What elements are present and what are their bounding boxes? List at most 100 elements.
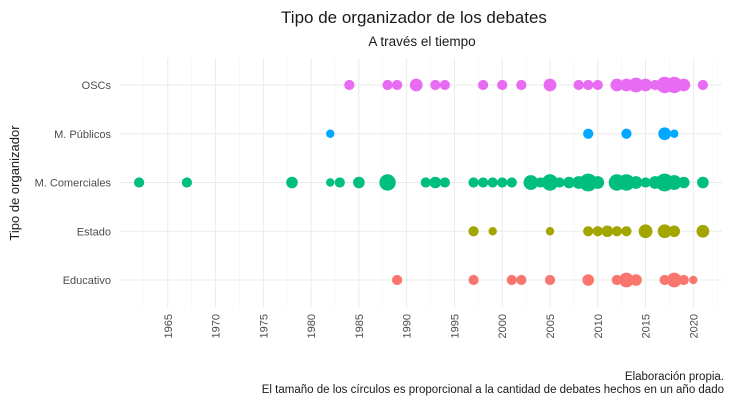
- data-point: [497, 79, 508, 91]
- data-point: [630, 274, 642, 286]
- data-point: [592, 226, 603, 237]
- x-tick-label: 2005: [545, 314, 557, 338]
- data-point: [468, 226, 479, 237]
- data-point: [628, 77, 644, 93]
- data-point: [353, 176, 365, 189]
- data-point: [677, 78, 691, 92]
- data-point: [583, 226, 594, 237]
- data-point: [181, 177, 192, 188]
- data-point: [326, 129, 335, 138]
- y-tick-label: Educativo: [63, 275, 111, 287]
- data-point: [689, 275, 698, 285]
- x-tick-label: 2000: [497, 314, 509, 338]
- data-point: [506, 177, 517, 188]
- y-tick-label: OSCs: [82, 80, 112, 92]
- data-point: [658, 127, 672, 141]
- data-point: [439, 79, 450, 91]
- data-point: [420, 177, 431, 188]
- data-point: [666, 175, 682, 190]
- data-point: [592, 79, 603, 91]
- data-point: [554, 177, 565, 188]
- data-point: [334, 177, 345, 188]
- y-tick-label: M. Públicos: [54, 129, 111, 141]
- data-point: [506, 274, 517, 286]
- data-point: [601, 225, 614, 238]
- data-point: [344, 79, 355, 91]
- data-point: [430, 79, 441, 91]
- data-point: [619, 272, 634, 288]
- x-tick-label: 1985: [354, 314, 366, 338]
- data-point: [545, 227, 555, 236]
- data-point: [697, 79, 708, 91]
- chart-subtitle: A través el tiempo: [368, 34, 475, 49]
- data-point: [392, 274, 403, 286]
- data-point: [657, 224, 672, 239]
- data-point: [618, 174, 635, 191]
- data-point: [382, 79, 393, 91]
- data-point: [544, 274, 556, 286]
- data-point: [621, 128, 632, 139]
- data-point: [611, 274, 622, 286]
- data-point: [286, 176, 298, 189]
- x-tick-label: 2015: [641, 314, 653, 338]
- y-axis-ticks: OSCs M. Públicos M. Comerciales Estado Educa…: [35, 80, 112, 287]
- data-point: [666, 76, 683, 94]
- data-point: [579, 173, 598, 192]
- data-point: [591, 176, 605, 189]
- data-point: [523, 175, 539, 190]
- data-point: [629, 176, 643, 189]
- data-point: [134, 177, 145, 188]
- data-point: [429, 176, 442, 189]
- data-point: [621, 226, 632, 237]
- x-tick-label: 1995: [449, 314, 461, 338]
- data-point: [670, 129, 679, 138]
- data-point: [392, 79, 403, 91]
- y-axis-title: Tipo de organizador: [7, 125, 22, 241]
- data-point: [497, 177, 508, 188]
- data-point: [666, 272, 682, 288]
- data-point: [487, 177, 498, 188]
- x-tick-label: 2010: [593, 314, 605, 338]
- data-point: [659, 274, 670, 286]
- data-point: [516, 79, 527, 91]
- data-point: [326, 178, 335, 187]
- y-tick-label: Estado: [77, 226, 111, 238]
- caption-line-1: Elaboración propia.: [625, 371, 724, 383]
- data-point: [563, 176, 575, 189]
- data-point: [573, 79, 584, 91]
- data-point: [439, 177, 450, 188]
- data-point: [488, 227, 497, 236]
- data-point: [697, 176, 709, 189]
- data-points: [134, 76, 710, 288]
- data-point: [639, 78, 652, 92]
- data-point: [610, 78, 624, 92]
- data-point: [516, 274, 527, 286]
- data-point: [583, 79, 594, 91]
- x-tick-label: 1965: [163, 314, 175, 338]
- data-point: [468, 274, 479, 286]
- data-point: [696, 224, 710, 238]
- chart-title: Tipo de organizador de los debates: [281, 8, 547, 27]
- x-axis-ticks: 1965 1970 1975 1980 1985 1990 1995 2000 2005 2010…: [163, 314, 701, 338]
- x-tick-label: 1980: [306, 314, 318, 338]
- y-tick-label: M. Comerciales: [35, 178, 112, 190]
- data-point: [638, 224, 653, 239]
- x-tick-label: 1975: [258, 314, 270, 338]
- data-point: [640, 177, 651, 188]
- data-point: [583, 128, 594, 139]
- data-point: [541, 174, 559, 191]
- caption-line-2: El tamaño de los círculos es proporciona…: [262, 384, 724, 396]
- data-point: [582, 274, 595, 286]
- x-tick-label: 2020: [688, 314, 700, 338]
- data-point: [409, 78, 423, 92]
- data-point: [478, 177, 489, 188]
- data-point: [678, 274, 689, 286]
- data-point: [478, 79, 489, 91]
- data-point: [668, 225, 681, 238]
- x-tick-label: 1970: [211, 314, 223, 338]
- data-point: [543, 78, 557, 92]
- data-point: [379, 174, 396, 191]
- x-tick-label: 1990: [402, 314, 414, 338]
